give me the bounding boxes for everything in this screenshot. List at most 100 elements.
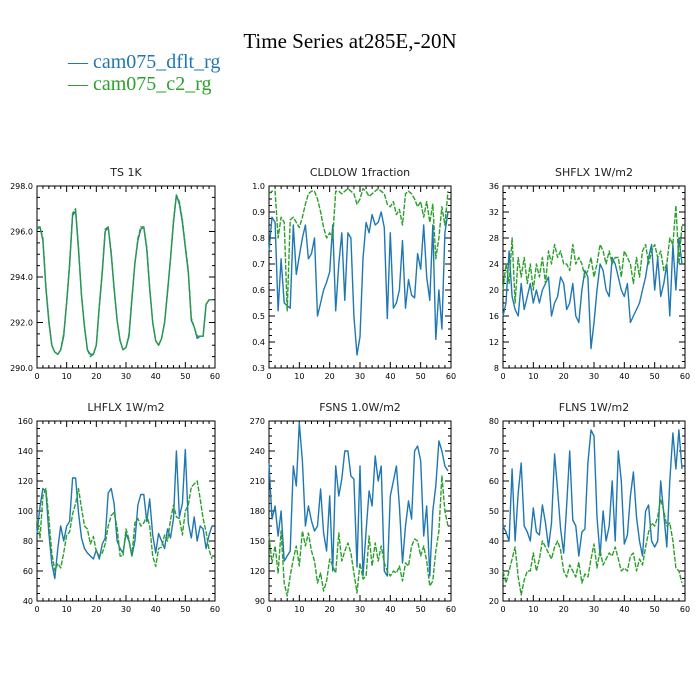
chart-panel-0: TS 1K 0 10 20 30 40 50 60 290.0 292.0 294.0 296.0 29… xyxy=(10,166,220,381)
y-tick-label: 24 xyxy=(489,260,499,269)
y-tick-label: 270 xyxy=(250,417,265,426)
x-tick-label: 20 xyxy=(559,372,569,381)
x-tick-label: 20 xyxy=(91,605,101,614)
legend-entry-c2: — cam075_c2_rg xyxy=(68,73,212,95)
page-title: Time Series at285E,-20N xyxy=(243,29,457,53)
x-tick-label: 30 xyxy=(355,372,365,381)
y-tick-label: 80 xyxy=(23,537,33,546)
x-tick-label: 60 xyxy=(680,605,690,614)
y-tick-label: 298.0 xyxy=(10,182,33,191)
y-tick-label: 32 xyxy=(489,208,499,217)
plot-frame xyxy=(502,185,686,369)
series-line-dflt xyxy=(36,194,212,355)
x-tick-label: 10 xyxy=(294,372,304,381)
x-tick-label: 40 xyxy=(151,605,161,614)
series-line-c2 xyxy=(502,204,683,304)
x-tick-label: 0 xyxy=(266,605,271,614)
y-tick-label: 0.6 xyxy=(252,286,265,295)
y-tick-label: 180 xyxy=(250,507,265,516)
x-tick-label: 50 xyxy=(416,372,426,381)
x-tick-label: 60 xyxy=(446,372,456,381)
y-tick-label: 150 xyxy=(250,537,265,546)
legend-entry-dflt: — cam075_dflt_rg xyxy=(68,51,221,73)
series-line-c2 xyxy=(37,194,212,358)
y-tick-label: 90 xyxy=(255,597,265,606)
chart-panel-4: FSNS 1.0W/m2 0 10 20 30 40 50 60 90 120 150 180 210 2… xyxy=(250,401,456,614)
x-tick-label: 0 xyxy=(500,372,505,381)
x-tick-label: 50 xyxy=(650,605,660,614)
chart-title: FLNS 1W/m2 xyxy=(559,401,629,414)
series-line-dflt xyxy=(268,422,449,577)
x-tick-label: 50 xyxy=(180,372,190,381)
series-line-dflt xyxy=(502,237,683,350)
y-tick-label: 0.7 xyxy=(252,260,265,269)
y-tick-label: 60 xyxy=(23,567,33,576)
y-tick-label: 1.0 xyxy=(252,182,265,191)
x-tick-label: 0 xyxy=(266,372,271,381)
x-tick-label: 50 xyxy=(650,372,660,381)
x-tick-label: 60 xyxy=(446,605,456,614)
y-tick-label: 0.4 xyxy=(252,338,265,347)
x-tick-label: 40 xyxy=(619,605,629,614)
y-tick-label: 60 xyxy=(489,477,499,486)
x-tick-label: 20 xyxy=(325,372,335,381)
x-tick-label: 30 xyxy=(121,605,131,614)
y-tick-label: 0.8 xyxy=(252,234,265,243)
series-line-c2 xyxy=(268,187,449,312)
y-tick-label: 40 xyxy=(489,537,499,546)
x-tick-label: 0 xyxy=(500,605,505,614)
x-tick-label: 40 xyxy=(385,605,395,614)
y-tick-label: 160 xyxy=(18,417,33,426)
series-line-c2 xyxy=(268,475,449,597)
plot-frame xyxy=(268,420,452,602)
x-tick-label: 10 xyxy=(528,372,538,381)
y-tick-label: 40 xyxy=(23,597,33,606)
x-tick-label: 50 xyxy=(180,605,190,614)
y-tick-label: 0.3 xyxy=(252,364,265,373)
y-tick-label: 140 xyxy=(18,447,33,456)
x-tick-label: 40 xyxy=(619,372,629,381)
x-tick-label: 10 xyxy=(528,605,538,614)
y-tick-label: 210 xyxy=(250,477,265,486)
chart-panel-3: LHFLX 1W/m2 0 10 20 30 40 50 60 40 60 80 100 120 140 1… xyxy=(18,401,220,614)
x-tick-label: 50 xyxy=(416,605,426,614)
x-tick-label: 40 xyxy=(151,372,161,381)
chart-title: FSNS 1.0W/m2 xyxy=(319,401,401,414)
x-tick-label: 0 xyxy=(34,372,39,381)
y-tick-label: 120 xyxy=(18,477,33,486)
chart-title: LHFLX 1W/m2 xyxy=(87,401,164,414)
series-line-dflt xyxy=(268,211,449,356)
chart-panel-2: SHFLX 1W/m2 0 10 20 30 40 50 60 8 12 16 20 24 28 32 36 xyxy=(489,166,690,381)
y-tick-label: 120 xyxy=(250,567,265,576)
x-tick-label: 10 xyxy=(294,605,304,614)
x-tick-label: 40 xyxy=(385,372,395,381)
chart-title: SHFLX 1W/m2 xyxy=(555,166,633,179)
x-tick-label: 20 xyxy=(91,372,101,381)
y-tick-label: 12 xyxy=(489,338,499,347)
x-tick-label: 30 xyxy=(355,605,365,614)
series-line-dflt xyxy=(502,429,683,557)
y-tick-label: 20 xyxy=(489,597,499,606)
y-tick-label: 16 xyxy=(489,312,499,321)
y-tick-label: 8 xyxy=(494,364,499,373)
x-tick-label: 60 xyxy=(210,372,220,381)
chart-title: CLDLOW 1fraction xyxy=(310,166,410,179)
x-tick-label: 10 xyxy=(62,372,72,381)
chart-panel-1: CLDLOW 1fraction 0 10 20 30 40 50 60 0.3 0.4 0.5 0.… xyxy=(252,166,456,381)
y-tick-label: 294.0 xyxy=(10,273,33,282)
y-tick-label: 20 xyxy=(489,286,499,295)
series-line-c2 xyxy=(502,498,683,596)
y-tick-label: 296.0 xyxy=(10,228,33,237)
x-tick-label: 30 xyxy=(121,372,131,381)
chart-panel-5: FLNS 1W/m2 0 10 20 30 40 50 60 20 30 40 50 60 70 80 xyxy=(489,401,690,614)
y-tick-label: 290.0 xyxy=(10,364,33,373)
y-tick-label: 50 xyxy=(489,507,499,516)
x-tick-label: 30 xyxy=(589,372,599,381)
y-tick-label: 100 xyxy=(18,507,33,516)
y-tick-label: 80 xyxy=(489,417,499,426)
y-tick-label: 240 xyxy=(250,447,265,456)
series-line-dflt xyxy=(36,448,213,580)
y-tick-label: 30 xyxy=(489,567,499,576)
x-tick-label: 20 xyxy=(325,605,335,614)
